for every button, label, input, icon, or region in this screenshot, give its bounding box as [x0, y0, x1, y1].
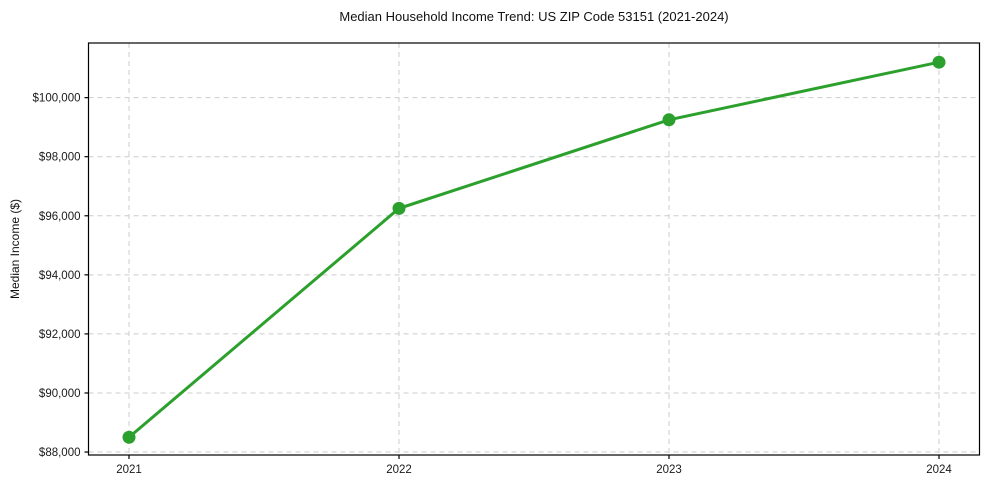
y-tick-label: $88,000 [39, 447, 81, 459]
y-tick-label: $96,000 [39, 211, 81, 223]
x-tick-label: 2022 [386, 464, 412, 476]
axes-border [87, 42, 981, 456]
y-tick-label: $98,000 [39, 152, 81, 164]
data-point-marker-2024 [932, 55, 946, 69]
data-point-marker-2021 [122, 430, 136, 444]
y-tick-label: $90,000 [39, 388, 81, 400]
data-point-marker-2023 [662, 113, 676, 127]
data-point-marker-2022 [392, 201, 406, 215]
y-tick-label: $94,000 [39, 270, 81, 282]
chart-title: Median Household Income Trend: US ZIP Co… [339, 9, 729, 24]
x-tick-label: 2024 [926, 464, 952, 476]
trend-line [127, 60, 941, 439]
x-tick-label: 2023 [656, 464, 682, 476]
y-tick-label: $100,000 [33, 93, 81, 105]
x-tick-label: 2021 [116, 464, 142, 476]
y-tick-label: $92,000 [39, 329, 81, 341]
